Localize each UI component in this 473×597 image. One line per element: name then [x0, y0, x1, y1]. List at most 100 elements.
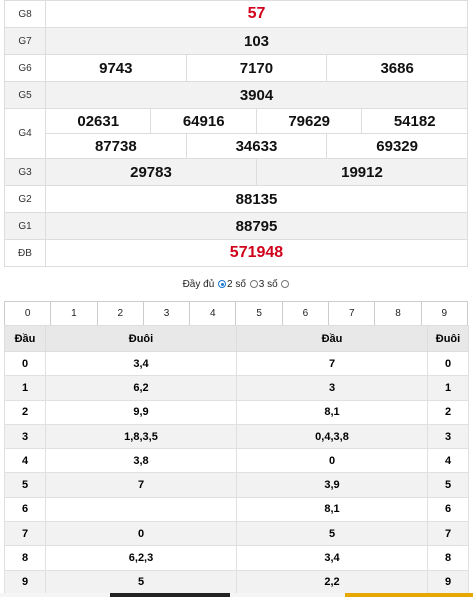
digit-filter-6[interactable]: 6	[281, 301, 330, 326]
prize-label-g3: G3	[4, 158, 46, 186]
option-three-label: 3 số	[258, 279, 278, 290]
head-digit: 9	[4, 569, 46, 595]
digit-filter-4[interactable]: 4	[189, 301, 237, 326]
prize-results-table: G8 57 G7 103 G6 9743 7170 3686 G5 3904 G…	[4, 0, 469, 267]
prize-label-g7: G7	[4, 27, 46, 55]
digit-filter-1[interactable]: 1	[50, 301, 98, 326]
two-digit-radio[interactable]	[249, 280, 258, 288]
header-dau: Đầu	[236, 325, 428, 352]
option-two-label: 2 số	[227, 279, 246, 290]
prize-g6-value: 7170	[185, 54, 328, 82]
footer-dark-segment	[110, 593, 230, 597]
tail-digits	[45, 496, 237, 523]
prize-g4-value: 87738	[45, 133, 187, 159]
prize-label-g4: G4	[4, 108, 46, 159]
head-digits: 0,4,3,8	[236, 423, 428, 450]
tail-digit: 1	[427, 375, 469, 401]
tail-digits: 6,2	[45, 375, 237, 401]
table-row: 2 9,9 8,1 2	[4, 399, 469, 425]
prize-g4-value: 69329	[326, 133, 468, 159]
prize-g4-value: 02631	[44, 108, 152, 134]
prize-g1-value: 88795	[45, 212, 468, 240]
head-digits: 8,1	[236, 496, 428, 523]
header-duoi: Đuôi	[427, 325, 469, 352]
digit-filter-3[interactable]: 3	[142, 301, 191, 326]
full-radio[interactable]	[218, 280, 227, 288]
head-digit: 0	[4, 350, 46, 377]
table-row: 8 6,2,3 3,4 8	[4, 545, 469, 571]
table-row: 9 5 2,2 9	[4, 569, 469, 595]
head-digit: 8	[4, 545, 46, 571]
footer-gold-segment	[345, 593, 473, 597]
prize-label-g6: G6	[4, 54, 46, 82]
prize-g3-value: 29783	[45, 158, 257, 186]
table-row: 1 6,2 3 1	[4, 375, 469, 401]
prize-g2-value: 88135	[45, 185, 468, 213]
head-digit: 2	[4, 399, 46, 425]
head-digit: 7	[4, 521, 46, 547]
tail-digit: 6	[427, 496, 469, 523]
table-row: 3 1,8,3,5 0,4,3,8 3	[4, 423, 469, 450]
tail-digits: 9,9	[45, 399, 237, 425]
tail-digits: 1,8,3,5	[45, 423, 237, 450]
head-digit: 4	[4, 448, 46, 474]
head-digits: 5	[236, 521, 428, 547]
prize-label-db: ĐB	[4, 239, 46, 267]
digit-filter-2[interactable]: 2	[96, 301, 144, 326]
head-digits: 2,2	[236, 569, 428, 595]
tail-digit: 0	[427, 350, 469, 377]
head-digits: 3	[236, 375, 428, 401]
digit-filter-9[interactable]: 9	[420, 301, 469, 326]
loto-head-tail-table: Đầu Đuôi Đầu Đuôi 0 3,4 7 0 1 6,2 3 1 2 9,9 8,1 2…	[4, 325, 469, 595]
footer-strip	[0, 593, 473, 597]
digit-filter-8[interactable]: 8	[374, 301, 422, 326]
prize-g4-value: 54182	[361, 108, 468, 134]
head-digits: 0	[236, 448, 428, 474]
option-full-label: Đầy đủ	[182, 279, 215, 290]
tail-digits: 6,2,3	[45, 545, 237, 571]
tail-digit: 3	[427, 423, 469, 450]
tail-digit: 2	[427, 399, 469, 425]
prize-g3-value: 19912	[255, 158, 469, 186]
prize-g8-value: 57	[45, 0, 468, 28]
special-prize-value: 571948	[45, 239, 468, 267]
tail-digit: 4	[427, 448, 469, 474]
tail-digits: 3,4	[45, 350, 237, 377]
head-digits: 3,9	[236, 472, 428, 498]
digit-filter-bar: 0 1 2 3 4 5 6 7 8 9	[3, 301, 469, 326]
table-row: 6 8,1 6	[4, 496, 469, 523]
prize-label-g1: G1	[4, 212, 46, 240]
prize-label-g5: G5	[4, 81, 46, 109]
head-digit: 5	[4, 472, 46, 498]
prize-g7-value: 103	[45, 27, 468, 55]
digit-filter-5[interactable]: 5	[235, 301, 283, 326]
digit-filter-7[interactable]: 7	[328, 301, 376, 326]
tail-digit: 8	[427, 545, 469, 571]
prize-g6-value: 9743	[45, 54, 187, 82]
head-digits: 8,1	[236, 399, 428, 425]
head-digits: 3,4	[236, 545, 428, 571]
prize-label-g8: G8	[4, 0, 46, 28]
header-duoi: Đuôi	[45, 325, 237, 352]
tail-digit: 7	[427, 521, 469, 547]
display-options: Đầy đủ 2 số 3 số	[0, 279, 473, 290]
prize-g6-value: 3686	[326, 54, 468, 82]
prize-g4-value: 34633	[185, 133, 328, 159]
prize-g4-value: 64916	[150, 108, 257, 134]
tail-digits: 3,8	[45, 448, 237, 474]
head-digit: 6	[4, 496, 46, 523]
prize-label-g2: G2	[4, 185, 46, 213]
head-digit: 1	[4, 375, 46, 401]
tail-digits: 0	[45, 521, 237, 547]
prize-g5-value: 3904	[45, 81, 468, 109]
tail-digits: 5	[45, 569, 237, 595]
table-row: 0 3,4 7 0	[4, 350, 469, 377]
head-digits: 7	[236, 350, 428, 377]
header-dau: Đầu	[4, 325, 46, 352]
head-digit: 3	[4, 423, 46, 450]
tail-digits: 7	[45, 472, 237, 498]
three-digit-radio[interactable]	[281, 280, 290, 288]
tail-digit: 5	[427, 472, 469, 498]
digit-filter-0[interactable]: 0	[3, 301, 52, 326]
